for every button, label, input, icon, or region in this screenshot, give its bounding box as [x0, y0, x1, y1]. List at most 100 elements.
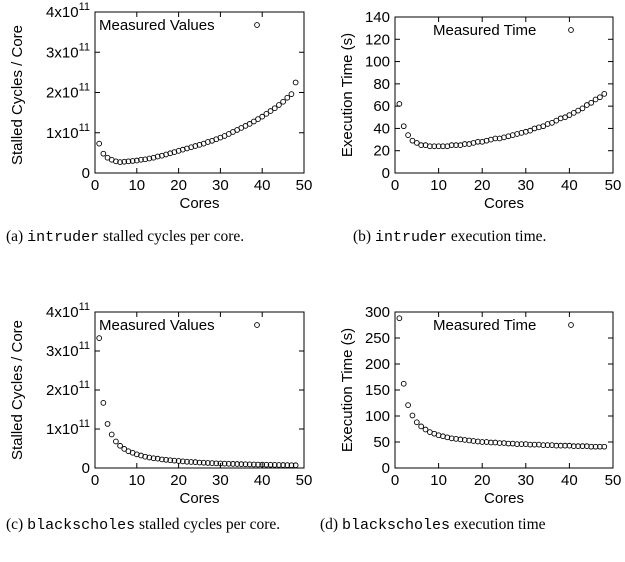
- legend-label: Measured Time: [433, 22, 536, 39]
- x-tick-label: 50: [296, 177, 313, 194]
- data-point: [200, 459, 207, 466]
- data-point: [171, 457, 178, 464]
- data-point: [250, 118, 257, 125]
- y-tick-label: 60: [373, 98, 390, 115]
- x-tick-label: 0: [391, 177, 399, 194]
- data-point: [154, 455, 161, 462]
- data-point: [255, 461, 261, 468]
- caption-a: (a) intruder stalled cycles per core.: [6, 228, 245, 246]
- y-tick-label: 250: [365, 330, 390, 347]
- caption-b: (b) intruder execution time.: [353, 228, 547, 246]
- data-point: [263, 461, 270, 468]
- caption-c: (c) blackscholes stalled cycles per core…: [6, 516, 281, 534]
- data-point: [263, 110, 270, 117]
- data-point: [267, 108, 274, 114]
- data-point: [117, 159, 123, 165]
- data-point: [146, 155, 153, 162]
- y-tick-label: 120: [365, 31, 390, 48]
- data-point: [113, 438, 119, 445]
- y-axis-label: Execution Time (s): [339, 33, 356, 157]
- x-tick-label: 50: [296, 472, 313, 489]
- data-point: [133, 157, 140, 164]
- y-tick-label: 40: [373, 120, 390, 137]
- legend-label: Measured Values: [99, 317, 215, 334]
- data-point: [184, 458, 190, 465]
- y-tick-label: 3x1011: [46, 41, 90, 61]
- data-point: [217, 460, 224, 467]
- y-tick-label: 0: [382, 165, 390, 182]
- y-tick-label: 0: [82, 165, 90, 182]
- data-point: [579, 105, 586, 112]
- data-point: [255, 116, 261, 122]
- data-point: [121, 446, 128, 452]
- x-tick-label: 10: [128, 472, 145, 489]
- y-tick-label: 200: [365, 356, 390, 373]
- data-point: [96, 335, 103, 341]
- data-point: [192, 459, 199, 466]
- x-tick-label: 30: [517, 472, 534, 489]
- x-axis-label: Cores: [179, 490, 219, 507]
- data-point: [205, 460, 211, 466]
- data-point: [288, 91, 295, 97]
- data-point: [549, 120, 555, 126]
- data-point: [138, 156, 144, 163]
- data-point: [409, 137, 416, 144]
- data-point: [167, 457, 174, 464]
- y-tick-label: 80: [373, 76, 390, 93]
- x-tick-label: 20: [474, 472, 491, 489]
- data-point: [142, 156, 149, 163]
- legend-label: Measured Values: [99, 17, 215, 34]
- y-tick-label: 2x1011: [46, 82, 90, 102]
- data-point: [159, 456, 165, 463]
- x-axis-label: Cores: [484, 195, 524, 212]
- data-point: [163, 456, 169, 463]
- y-axis-label: Execution Time (s): [339, 328, 356, 452]
- data-point: [246, 121, 253, 127]
- x-tick-label: 10: [430, 472, 447, 489]
- data-point: [246, 461, 253, 468]
- plot-frame: [94, 11, 305, 174]
- data-point: [230, 461, 236, 467]
- data-point: [188, 459, 194, 465]
- data-point: [527, 127, 534, 134]
- x-tick-label: 40: [561, 177, 578, 194]
- data-point: [400, 380, 407, 387]
- data-point: [267, 461, 274, 468]
- data-point: [150, 455, 157, 462]
- data-point: [276, 102, 282, 108]
- data-point: [271, 105, 278, 112]
- data-point: [213, 460, 220, 467]
- data-point: [422, 426, 429, 433]
- x-tick-label: 40: [254, 177, 271, 194]
- legend-marker: [254, 22, 260, 28]
- y-tick-label: 1x1011: [46, 122, 90, 142]
- data-point: [553, 117, 560, 124]
- data-point: [259, 461, 266, 468]
- chart-d: 0 10 20 30 40 50 0 50 100 150 200 250 300 Cores Execut…: [339, 304, 621, 507]
- data-point: [142, 453, 149, 460]
- data-point: [196, 459, 203, 466]
- data-point: [601, 443, 608, 450]
- y-tick-label: 0: [382, 460, 390, 477]
- y-axis-label: Stalled Cycles / Core: [9, 320, 26, 460]
- data-point: [259, 113, 266, 120]
- data-point: [396, 101, 403, 107]
- y-tick-label: 0: [82, 460, 90, 477]
- x-tick-label: 10: [128, 177, 145, 194]
- x-tick-label: 20: [170, 472, 187, 489]
- data-point: [400, 123, 407, 130]
- data-point: [250, 461, 257, 468]
- y-tick-label: 140: [365, 9, 390, 26]
- x-tick-label: 20: [474, 177, 491, 194]
- data-point: [592, 96, 599, 103]
- data-point: [583, 102, 590, 108]
- chart-c: 0 10 20 30 40 50 0 1x1011 2x1011 3x1011 4x1011 Core…: [9, 301, 312, 507]
- data-point: [104, 421, 111, 427]
- data-point: [413, 419, 420, 426]
- x-tick-label: 20: [170, 177, 187, 194]
- data-point: [540, 123, 547, 130]
- data-point: [175, 458, 182, 464]
- data-point: [566, 112, 573, 118]
- y-tick-label: 150: [365, 382, 390, 399]
